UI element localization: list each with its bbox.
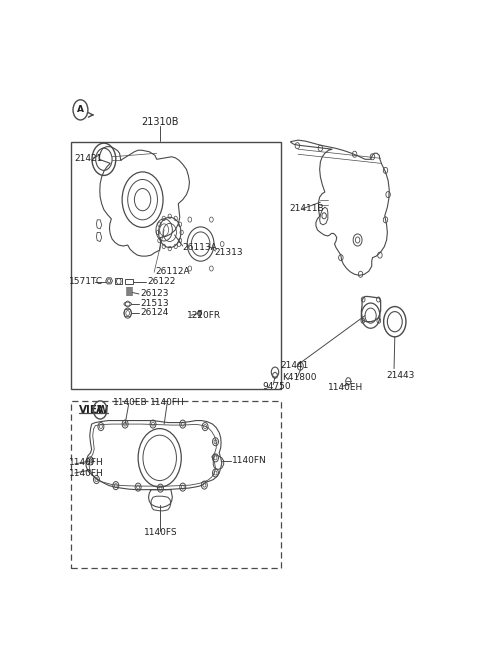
Text: 1140FH: 1140FH (150, 398, 185, 407)
Text: A: A (96, 405, 104, 415)
Text: 1140FN: 1140FN (232, 457, 266, 466)
Text: 1140EB: 1140EB (113, 398, 148, 407)
Text: 1220FR: 1220FR (186, 311, 221, 320)
Text: K41800: K41800 (282, 373, 317, 382)
Text: 26113A: 26113A (183, 243, 217, 252)
Text: 1571TC: 1571TC (69, 277, 103, 286)
Bar (71, 402, 281, 568)
Text: 94750: 94750 (263, 382, 291, 391)
Text: 1140FH: 1140FH (69, 468, 104, 477)
Text: VIEW: VIEW (79, 405, 110, 415)
Text: 21411B: 21411B (289, 204, 324, 214)
Text: 21443: 21443 (386, 371, 415, 380)
Text: 26124: 26124 (140, 308, 168, 317)
Text: 21313: 21313 (215, 248, 243, 257)
Text: 21310B: 21310B (142, 117, 179, 128)
Circle shape (198, 310, 202, 316)
Text: 26122: 26122 (147, 277, 176, 286)
Text: 26123: 26123 (140, 289, 168, 298)
Text: 21421: 21421 (74, 154, 103, 163)
Bar (125, 279, 133, 284)
Bar (71, 141, 281, 389)
Text: 21441: 21441 (280, 360, 309, 369)
Text: 1140EH: 1140EH (328, 383, 363, 392)
Text: 1140FS: 1140FS (144, 528, 177, 537)
Text: 1140FH: 1140FH (69, 458, 104, 468)
Text: 21513: 21513 (140, 299, 168, 308)
Text: 26112A: 26112A (155, 267, 190, 276)
Bar (115, 278, 122, 284)
Text: A: A (77, 105, 84, 115)
